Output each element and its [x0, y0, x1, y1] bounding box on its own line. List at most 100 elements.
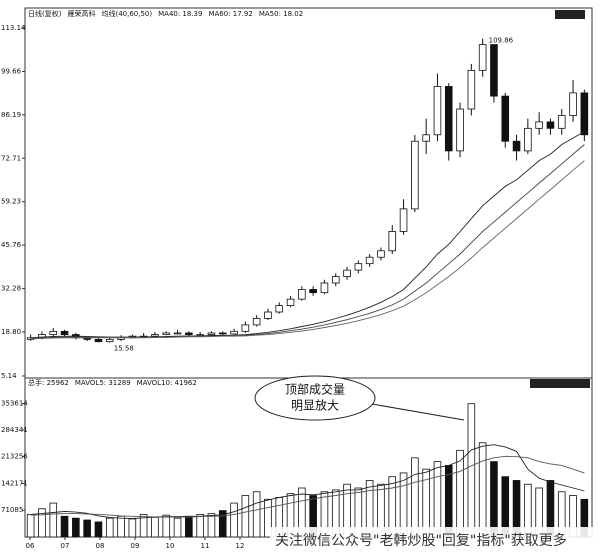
candle-body	[365, 256, 374, 265]
candle-body	[377, 250, 385, 258]
candle-body	[185, 332, 193, 335]
candle-body	[230, 330, 238, 335]
candle-body	[524, 127, 532, 152]
candle-body	[411, 140, 419, 210]
volume-bar	[38, 508, 46, 538]
volume-bar	[94, 521, 103, 538]
candle-body	[173, 332, 182, 335]
y-tick-label: 72.71	[1, 154, 21, 162]
y-tick-label: 213256	[1, 453, 28, 461]
x-tick-label: 06	[26, 542, 35, 550]
header-box	[555, 10, 585, 19]
volume-header: MAVOL5: 31289	[75, 379, 131, 387]
x-tick-label: 07	[61, 542, 70, 550]
candle-body	[218, 332, 227, 335]
volume-bar	[252, 491, 261, 538]
y-tick-label: 86.19	[1, 111, 21, 119]
candle-body	[343, 269, 351, 277]
candle-body	[60, 330, 69, 335]
volume-bar	[151, 517, 159, 538]
volume-bar	[433, 461, 442, 538]
y-tick-label: 71085	[1, 506, 23, 514]
candle-body	[456, 108, 464, 152]
vol-ma-line	[30, 455, 585, 518]
ma-line	[30, 160, 585, 340]
volume-bar	[139, 513, 148, 538]
volume-bar	[241, 495, 250, 538]
volume-bar	[83, 519, 91, 538]
price-header: MA50: 18.02	[259, 10, 303, 18]
volume-bar	[173, 517, 182, 538]
candle-body	[501, 95, 510, 142]
vol-ma-line	[30, 444, 585, 519]
candle-body	[433, 86, 442, 136]
volume-bar	[230, 502, 238, 538]
y-tick-label: 32.28	[1, 285, 21, 293]
volume-bar	[218, 510, 227, 538]
volume-bar	[105, 517, 114, 538]
candle-body	[275, 305, 284, 313]
volume-bar	[478, 442, 487, 538]
candle-body	[546, 121, 555, 129]
candle-body	[388, 231, 397, 252]
candle-body	[422, 134, 430, 142]
x-tick-label: 11	[201, 542, 210, 550]
y-tick-label: 353614	[1, 400, 28, 408]
candle-body	[580, 92, 589, 136]
candle-body	[354, 263, 363, 271]
candle-body	[286, 298, 295, 306]
price-header: 雁荣高科	[67, 9, 95, 18]
x-tick-label: 12	[236, 542, 245, 550]
price-header: MA60: 17.92	[208, 10, 252, 18]
x-tick-label: 09	[131, 542, 140, 550]
candle-body	[331, 276, 340, 284]
x-tick-label: 08	[96, 542, 105, 550]
volume-bar	[26, 513, 35, 538]
watermark-band	[270, 527, 600, 553]
callout-pointer	[371, 403, 465, 421]
volume-bar	[207, 513, 216, 538]
volume-bar	[444, 464, 453, 538]
ma-line	[30, 144, 585, 339]
callout-bubble	[254, 375, 376, 421]
candle-body	[252, 318, 261, 326]
candle-body	[467, 69, 476, 110]
y-tick-label: 113.14	[1, 24, 26, 32]
price-frame	[24, 7, 593, 379]
x-tick-label: 10	[166, 542, 175, 550]
candle-body	[490, 44, 498, 97]
y-tick-label: 5.14	[1, 372, 17, 380]
candle-body	[569, 92, 577, 116]
volume-header: 总手: 25962	[28, 378, 69, 387]
candle-body	[535, 121, 543, 129]
candle-body	[320, 282, 329, 294]
volume-bar	[162, 514, 171, 538]
candle-body	[512, 140, 521, 152]
callout-text: 明显放大	[291, 398, 339, 413]
volume-bar	[72, 517, 80, 538]
volume-bar	[117, 515, 125, 538]
candle-body	[49, 330, 58, 335]
candle-body	[207, 332, 216, 335]
candle-body	[478, 44, 487, 71]
candle-body	[151, 334, 159, 337]
volume-bar	[60, 515, 69, 538]
candle-body	[309, 289, 317, 294]
volume-bar	[490, 461, 498, 538]
low-label: 15.58	[114, 345, 134, 353]
candle-body	[241, 324, 250, 332]
volume-bar	[467, 403, 476, 538]
callout-text: 顶部成交量	[285, 382, 345, 397]
ma-line	[30, 131, 585, 339]
candle-body	[399, 208, 408, 232]
y-tick-label: 18.80	[1, 328, 21, 336]
y-tick-label: 59.23	[1, 198, 21, 206]
price-header: 均线(40,60,50)	[101, 9, 152, 18]
candle-body	[298, 289, 306, 300]
candle-body	[444, 86, 453, 152]
high-label: 109.86	[489, 37, 514, 45]
price-header: 日线(复权)	[28, 9, 62, 18]
y-tick-label: 45.76	[1, 241, 22, 249]
candle-body	[557, 115, 566, 129]
